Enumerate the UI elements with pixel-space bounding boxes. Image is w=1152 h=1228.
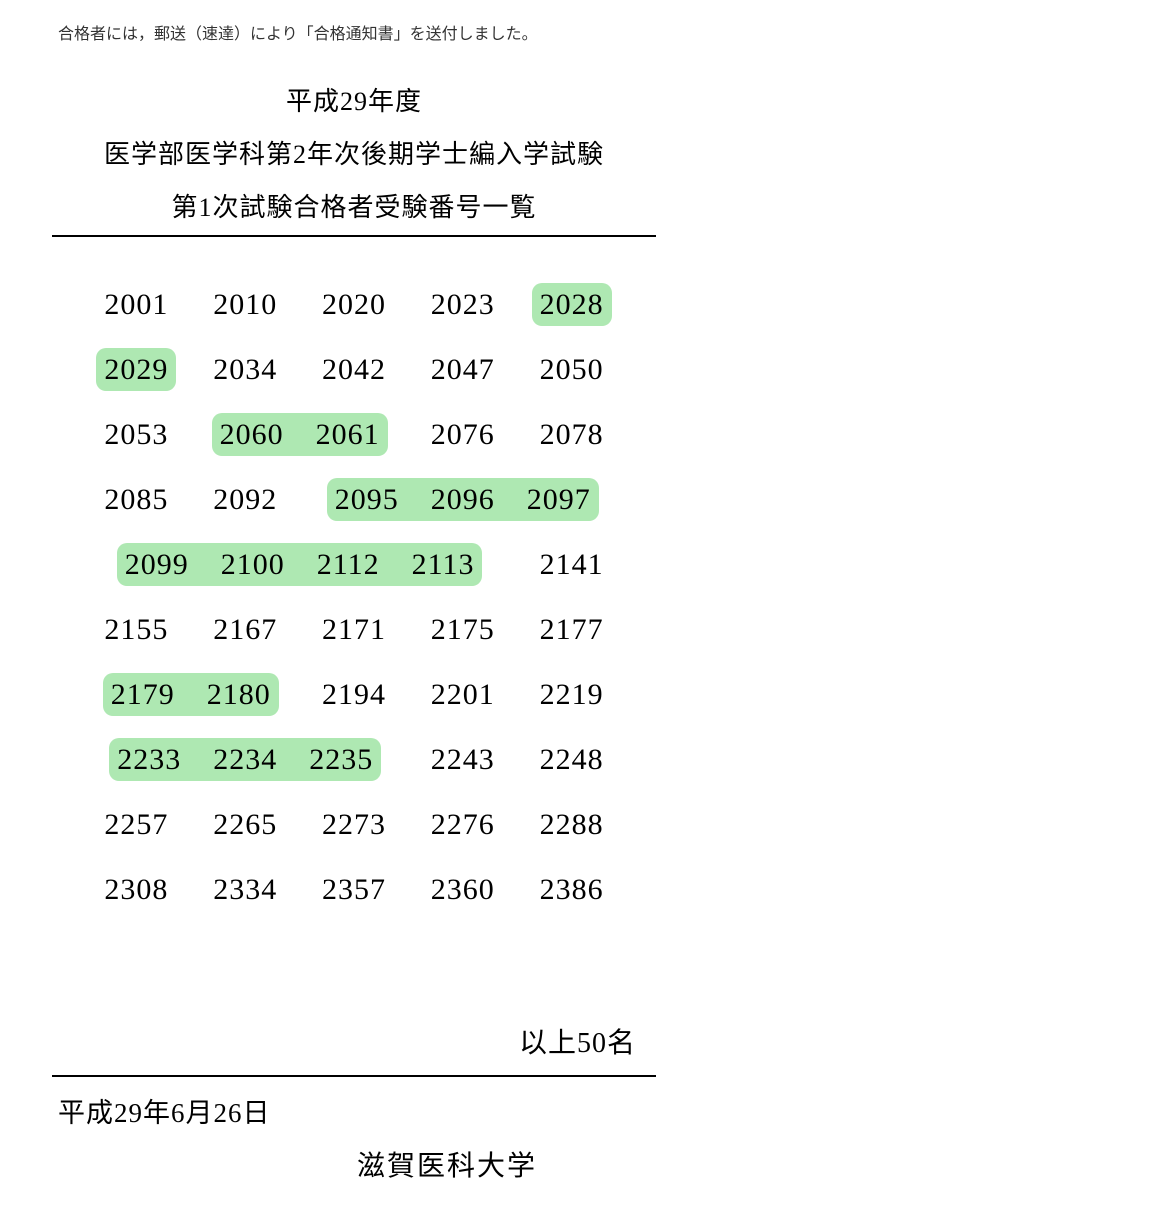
- highlighted-number-group: 2095 2096 2097: [327, 478, 599, 521]
- examinee-number: 2060: [212, 413, 292, 456]
- header-list-title: 第1次試験合格者受験番号一覧: [52, 195, 656, 221]
- examinee-number: 2360: [423, 868, 503, 911]
- examinee-number: 2257: [96, 803, 176, 846]
- highlighted-number-group: 2060 2061: [212, 413, 388, 456]
- number-row: 2179 2180 2194 2201 2219: [82, 673, 626, 716]
- examinee-number: 2092: [205, 478, 285, 521]
- examinee-number: 2020: [314, 283, 394, 326]
- number-row: 2053 2060 2061 2076 2078: [82, 413, 626, 456]
- examinee-number: 2141: [532, 543, 612, 586]
- examinee-number: 2078: [532, 413, 612, 456]
- examinee-number: 2050: [532, 348, 612, 391]
- footer: 平成29年6月26日 滋賀医科大学: [52, 1091, 656, 1184]
- examinee-number: 2053: [96, 413, 176, 456]
- examinee-number: 2386: [532, 868, 612, 911]
- examinee-number: 2061: [308, 413, 388, 456]
- number-row: 2308 2334 2357 2360 2386: [82, 868, 626, 911]
- examinee-number: 2023: [423, 283, 503, 326]
- number-row: 2099 2100 2112 2113 2141: [82, 543, 626, 586]
- announcement-date: 平成29年6月26日: [58, 1091, 656, 1130]
- examinee-number-grid: 2001 2010 2020 2023 2028 2029 2034 2042 2047 2050…: [52, 283, 656, 911]
- examinee-number: 2001: [96, 283, 176, 326]
- highlighted-number-group: 2233 2234 2235: [109, 738, 381, 781]
- examinee-number: 2177: [532, 608, 612, 651]
- examinee-number: 2219: [532, 673, 612, 716]
- examinee-number: 2273: [314, 803, 394, 846]
- examinee-number: 2276: [423, 803, 503, 846]
- header-year: 平成29年度: [52, 89, 656, 115]
- total-count: 以上50名: [519, 1028, 636, 1059]
- examinee-number: 2175: [423, 608, 503, 651]
- number-row: 2233 2234 2235 2243 2248: [82, 738, 626, 781]
- examinee-number: 2201: [423, 673, 503, 716]
- institution-name: 滋賀医科大学: [58, 1144, 656, 1184]
- examinee-number: 2099: [117, 543, 197, 586]
- examinee-number: 2034: [205, 348, 285, 391]
- highlighted-number-group: 2099 2100 2112 2113: [117, 543, 483, 586]
- examinee-number: 2334: [205, 868, 285, 911]
- examinee-number: 2047: [423, 348, 503, 391]
- number-row: 2029 2034 2042 2047 2050: [82, 348, 626, 391]
- number-row: 2001 2010 2020 2023 2028: [82, 283, 626, 326]
- notice-text: 合格者には，郵送（速達）により「合格通知書」を送付しました。: [58, 20, 1152, 44]
- total-area: 以上50名: [52, 1021, 656, 1061]
- examinee-number: 2097: [519, 478, 599, 521]
- examinee-number: 2085: [96, 478, 176, 521]
- number-row: 2257 2265 2273 2276 2288: [82, 803, 626, 846]
- examinee-number: 2010: [205, 283, 285, 326]
- examinee-number: 2288: [532, 803, 612, 846]
- examinee-number: 2243: [423, 738, 503, 781]
- examinee-number: 2029: [96, 348, 176, 391]
- header-exam-title: 医学部医学科第2年次後期学士編入学試験: [52, 142, 656, 168]
- examinee-number: 2171: [314, 608, 394, 651]
- examinee-number: 2095: [327, 478, 407, 521]
- examinee-number: 2028: [532, 283, 612, 326]
- examinee-number: 2076: [423, 413, 503, 456]
- number-row: 2155 2167 2171 2175 2177: [82, 608, 626, 651]
- divider-bottom: [52, 1075, 656, 1077]
- examinee-number: 2155: [96, 608, 176, 651]
- examinee-number: 2100: [213, 543, 293, 586]
- document-header: 平成29年度 医学部医学科第2年次後期学士編入学試験 第1次試験合格者受験番号一…: [52, 89, 656, 221]
- examinee-number: 2179: [103, 673, 183, 716]
- examinee-number: 2113: [404, 543, 483, 586]
- examinee-number: 2167: [205, 608, 285, 651]
- examinee-number: 2234: [205, 738, 285, 781]
- examinee-number: 2308: [96, 868, 176, 911]
- main-content: 平成29年度 医学部医学科第2年次後期学士編入学試験 第1次試験合格者受験番号一…: [52, 89, 656, 1184]
- examinee-number: 2233: [109, 738, 189, 781]
- highlighted-number-group: 2179 2180: [103, 673, 279, 716]
- examinee-number: 2235: [301, 738, 381, 781]
- examinee-number: 2042: [314, 348, 394, 391]
- examinee-number: 2248: [532, 738, 612, 781]
- divider-top: [52, 235, 656, 237]
- examinee-number: 2112: [309, 543, 388, 586]
- examinee-number: 2194: [314, 673, 394, 716]
- number-row: 2085 2092 2095 2096 2097: [82, 478, 626, 521]
- examinee-number: 2357: [314, 868, 394, 911]
- examinee-number: 2265: [205, 803, 285, 846]
- examinee-number: 2096: [423, 478, 503, 521]
- examinee-number: 2180: [199, 673, 279, 716]
